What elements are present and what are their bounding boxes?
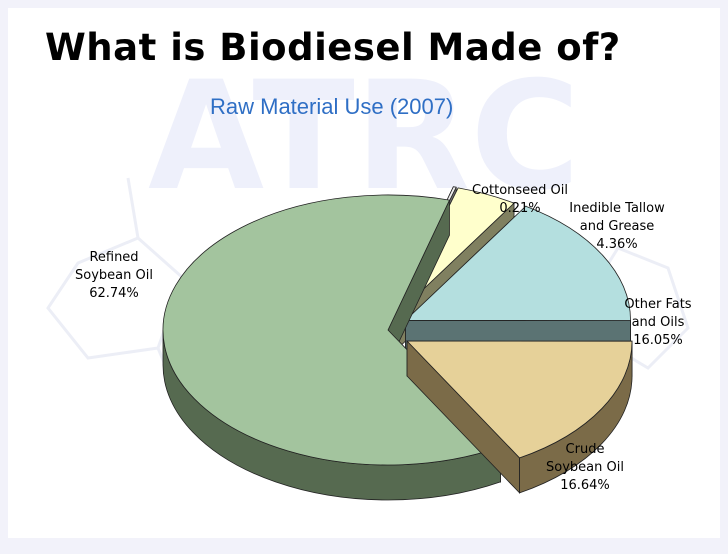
pie-label-name: Cottonseed Oil: [472, 183, 568, 198]
pie-label-value: 16.64%: [560, 478, 610, 493]
pie-label-name: Other Fats: [624, 297, 691, 312]
pie-label-other-fats-and-oils: Other Fats and Oils 16.05%: [624, 297, 691, 348]
pie-label-name: and Oils: [632, 315, 685, 330]
pie-chart: Refined Soybean Oil 62.74% Cottonseed Oil 0.…: [8, 8, 720, 538]
pie-label-name: Inedible Tallow: [569, 201, 665, 216]
pie-label-value: 62.74%: [89, 286, 139, 301]
pie-label-name: Refined: [89, 250, 138, 265]
pie-label-value: 4.36%: [596, 237, 637, 252]
pie-label-name: Soybean Oil: [75, 268, 153, 283]
slide: ATRC What is Biodiesel Made of? Raw Mate…: [8, 8, 720, 538]
pie-label-value: 0.21%: [499, 201, 540, 216]
pie-label-name: and Grease: [580, 219, 654, 234]
pie-label-refined-soybean-oil: Refined Soybean Oil 62.74%: [75, 250, 153, 301]
pie-label-name: Crude: [566, 442, 605, 457]
pie-label-name: Soybean Oil: [546, 460, 624, 475]
pie-label-value: 16.05%: [633, 333, 683, 348]
pie-slices: [163, 187, 632, 500]
